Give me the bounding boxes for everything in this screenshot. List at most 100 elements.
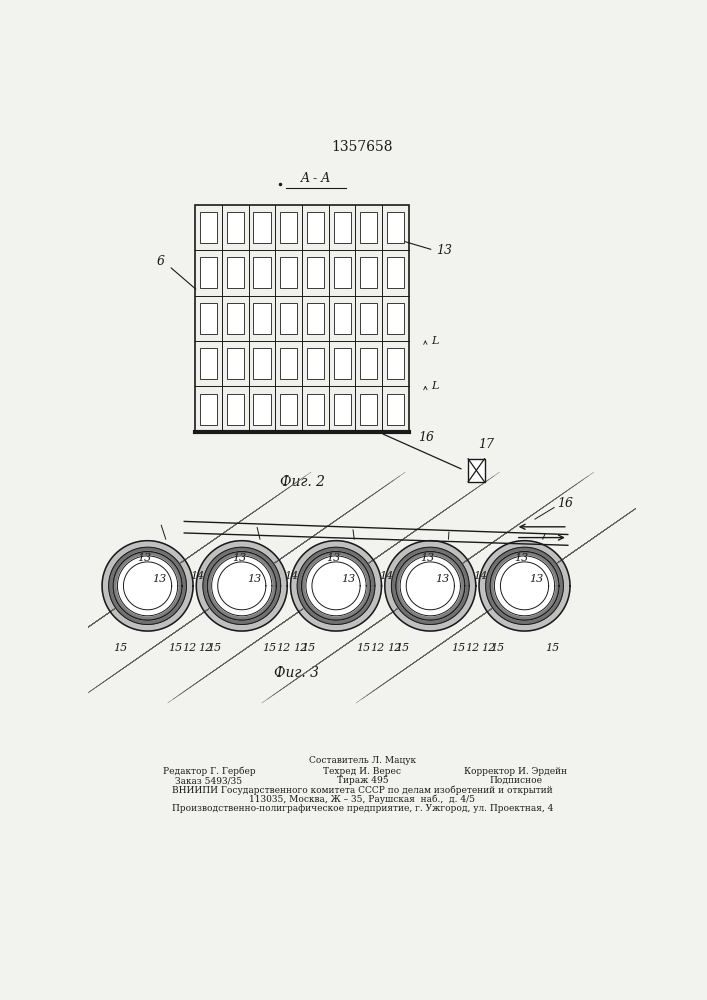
Text: 13: 13 [515, 553, 529, 563]
Polygon shape [400, 556, 460, 616]
Text: 12: 12 [199, 643, 213, 653]
Polygon shape [392, 547, 469, 625]
Polygon shape [297, 547, 375, 625]
Text: 6: 6 [157, 255, 165, 268]
Text: 13: 13 [530, 574, 544, 584]
Text: 12: 12 [182, 643, 197, 653]
Polygon shape [207, 552, 276, 620]
Text: 15: 15 [545, 643, 559, 653]
Polygon shape [486, 547, 563, 625]
Polygon shape [396, 552, 464, 620]
Bar [387, 257, 404, 288]
Text: 12: 12 [387, 643, 402, 653]
Polygon shape [490, 552, 559, 620]
Bar [307, 212, 324, 243]
Polygon shape [124, 562, 172, 610]
Polygon shape [306, 556, 366, 616]
Text: 14: 14 [473, 571, 487, 581]
Polygon shape [297, 547, 375, 625]
Text: L: L [431, 336, 438, 346]
Bar [200, 257, 217, 288]
Bar [200, 394, 217, 425]
Text: Подписное: Подписное [489, 776, 542, 785]
Polygon shape [207, 552, 276, 620]
Bar [280, 348, 297, 379]
Polygon shape [479, 541, 570, 631]
Bar [334, 212, 351, 243]
Text: 13: 13 [326, 553, 341, 563]
Text: 12: 12 [481, 643, 496, 653]
Text: 13: 13 [421, 553, 435, 563]
Text: Составитель Л. Мацук: Составитель Л. Мацук [309, 756, 416, 765]
Text: 15: 15 [113, 643, 127, 653]
Polygon shape [407, 562, 455, 610]
Text: 15: 15 [262, 643, 276, 653]
Bar [280, 394, 297, 425]
Polygon shape [385, 541, 476, 631]
Text: Редактор Г. Гербер: Редактор Г. Гербер [163, 767, 255, 776]
Text: 12: 12 [370, 643, 385, 653]
Polygon shape [494, 556, 555, 616]
Text: ВНИИПИ Государственного комитета СССР по делам изобретений и открытий: ВНИИПИ Государственного комитета СССР по… [172, 785, 553, 795]
Polygon shape [197, 541, 287, 631]
Text: Фиг. 2: Фиг. 2 [279, 475, 325, 489]
Text: 15: 15 [490, 643, 504, 653]
Polygon shape [218, 562, 266, 610]
Text: 16: 16 [557, 497, 573, 510]
Bar [200, 303, 217, 334]
Polygon shape [102, 541, 193, 631]
Bar [468, 459, 484, 482]
Bar [361, 303, 378, 334]
Text: L: L [431, 381, 438, 391]
Text: 12: 12 [276, 643, 291, 653]
Bar [195, 205, 409, 432]
Text: Тираж 495: Тираж 495 [337, 776, 388, 785]
Text: 12: 12 [464, 643, 479, 653]
Bar [307, 348, 324, 379]
Text: 1357658: 1357658 [332, 140, 393, 154]
Text: 15: 15 [451, 643, 465, 653]
Text: 14: 14 [105, 568, 122, 581]
Bar [307, 257, 324, 288]
Polygon shape [113, 552, 182, 620]
Bar [387, 394, 404, 425]
Text: 13: 13 [436, 244, 452, 257]
Text: 15: 15 [395, 643, 410, 653]
Bar [227, 257, 244, 288]
Text: A - A: A - A [300, 172, 331, 185]
Text: 15: 15 [356, 643, 370, 653]
Bar [387, 303, 404, 334]
Polygon shape [301, 552, 370, 620]
Polygon shape [479, 541, 570, 631]
Polygon shape [385, 541, 476, 631]
Text: 14: 14 [379, 571, 393, 581]
Polygon shape [197, 541, 287, 631]
Polygon shape [117, 556, 177, 616]
Polygon shape [486, 547, 563, 625]
Bar [227, 394, 244, 425]
Bar [334, 348, 351, 379]
Text: Фиг. 3: Фиг. 3 [274, 666, 319, 680]
Bar [387, 212, 404, 243]
Polygon shape [211, 556, 272, 616]
Polygon shape [301, 552, 370, 620]
Text: Производственно-полиграфическое предприятие, г. Ужгород, ул. Проектная, 4: Производственно-полиграфическое предприя… [172, 804, 553, 813]
Text: 13: 13 [138, 553, 152, 563]
Bar [253, 348, 271, 379]
Polygon shape [486, 547, 563, 625]
Polygon shape [197, 541, 287, 631]
Bar [361, 257, 378, 288]
Text: 15: 15 [168, 643, 182, 653]
Text: Техред И. Верес: Техред И. Верес [323, 767, 402, 776]
Polygon shape [291, 541, 382, 631]
Text: 13: 13 [247, 574, 261, 584]
Polygon shape [102, 541, 193, 631]
Bar [361, 394, 378, 425]
Text: 16: 16 [418, 431, 434, 444]
Bar [334, 303, 351, 334]
Polygon shape [109, 547, 187, 625]
Polygon shape [392, 547, 469, 625]
Polygon shape [291, 541, 382, 631]
Bar [200, 212, 217, 243]
Bar [227, 303, 244, 334]
